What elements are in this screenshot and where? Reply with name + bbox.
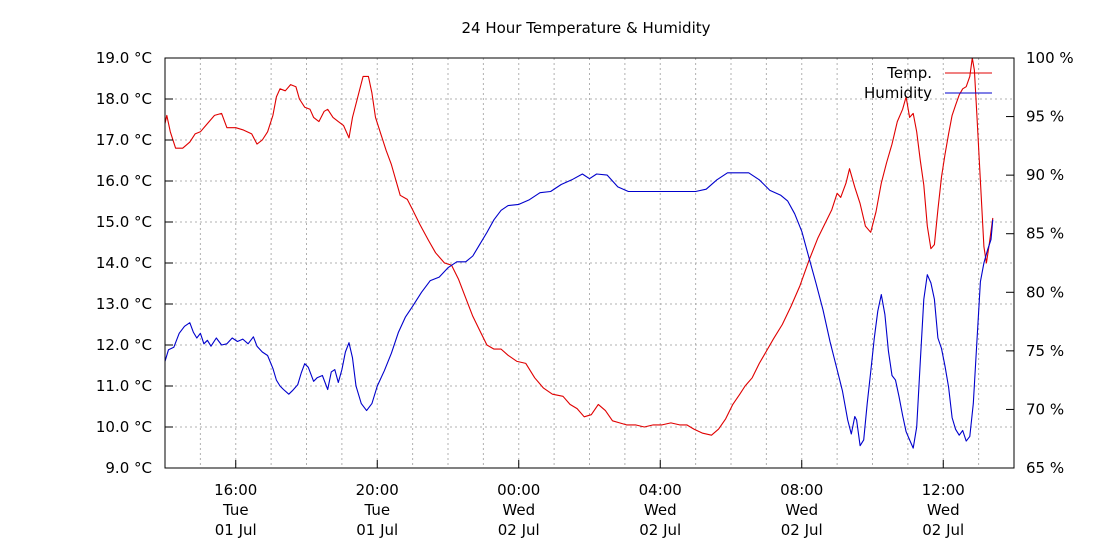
series-layer xyxy=(164,57,994,449)
left-axis-tick-label: 9.0 °C xyxy=(105,459,152,477)
x-axis-tick-label: 01 Jul xyxy=(215,521,257,539)
left-axis-tick-label: 18.0 °C xyxy=(96,90,152,108)
left-axis-tick-label: 16.0 °C xyxy=(96,172,152,190)
left-axis-tick-label: 10.0 °C xyxy=(96,418,152,436)
right-axis-tick-label: 95 % xyxy=(1026,108,1064,126)
right-axis-tick-label: 100 % xyxy=(1026,49,1074,67)
x-axis-tick-label: 16:00 xyxy=(214,481,257,499)
left-axis-tick-label: 13.0 °C xyxy=(96,295,152,313)
x-axis-tick-label: 02 Jul xyxy=(781,521,823,539)
x-axis-tick-label: 02 Jul xyxy=(639,521,681,539)
x-axis-tick-label: 04:00 xyxy=(639,481,682,499)
legend: Temp. Humidity xyxy=(864,64,992,102)
series-line-humidity xyxy=(164,172,994,449)
x-axis-tick-label: Tue xyxy=(363,501,390,519)
x-axis-tick-label: Wed xyxy=(644,501,677,519)
x-axis-tick-label: 08:00 xyxy=(780,481,823,499)
series-line-temp xyxy=(164,57,994,436)
left-axis-tick-label: 19.0 °C xyxy=(96,49,152,67)
right-axis-tick-label: 90 % xyxy=(1026,166,1064,184)
right-axis-labels: 65 % 70 % 75 % 80 % 85 % 90 % 95 % 100 % xyxy=(1026,49,1074,477)
legend-label: Humidity xyxy=(864,84,932,102)
right-axis-tick-label: 65 % xyxy=(1026,459,1064,477)
x-axis-tick-label: Tue xyxy=(222,501,249,519)
right-axis-tick-label: 70 % xyxy=(1026,400,1064,418)
x-axis-tick-label: 12:00 xyxy=(922,481,965,499)
axis-ticks xyxy=(165,57,1014,469)
x-axis-tick-label: Wed xyxy=(785,501,818,519)
left-axis-tick-label: 17.0 °C xyxy=(96,131,152,149)
x-axis-tick-label: Wed xyxy=(502,501,535,519)
x-axis-tick-label: Wed xyxy=(927,501,960,519)
right-axis-tick-label: 85 % xyxy=(1026,225,1064,243)
x-axis-tick-label: 02 Jul xyxy=(498,521,540,539)
chart-title: 24 Hour Temperature & Humidity xyxy=(461,19,710,37)
right-axis-tick-label: 75 % xyxy=(1026,342,1064,360)
left-axis-tick-label: 15.0 °C xyxy=(96,213,152,231)
x-axis-tick-label: 02 Jul xyxy=(922,521,964,539)
left-axis-tick-label: 12.0 °C xyxy=(96,336,152,354)
right-axis-tick-label: 80 % xyxy=(1026,283,1064,301)
x-axis-tick-label: 20:00 xyxy=(356,481,399,499)
left-axis-labels: 9.0 °C 10.0 °C 11.0 °C 12.0 °C 13.0 °C 14.0 °… xyxy=(96,49,152,477)
x-axis-labels: 16:00 Tue 01 Jul 20:00 Tue 01 Jul 00:00 Wed 02 J… xyxy=(214,481,965,539)
legend-label: Temp. xyxy=(886,64,932,82)
left-axis-tick-label: 11.0 °C xyxy=(96,377,152,395)
x-axis-tick-label: 00:00 xyxy=(497,481,540,499)
left-axis-tick-label: 14.0 °C xyxy=(96,254,152,272)
grid-lines xyxy=(165,58,1014,468)
x-axis-tick-label: 01 Jul xyxy=(356,521,398,539)
